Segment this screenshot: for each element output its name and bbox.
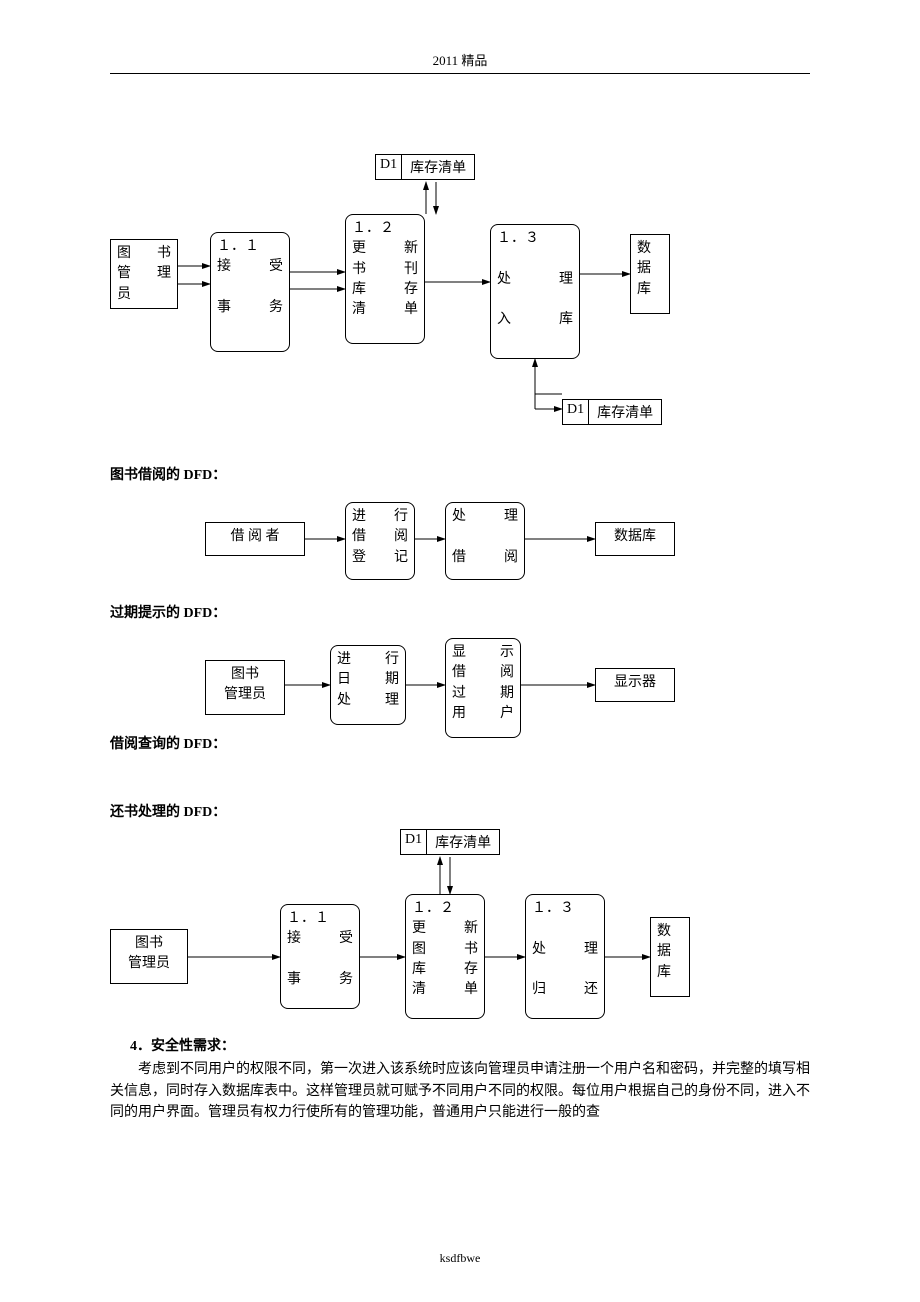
page: 2011 精品 D1 库存清单 图 书 管 理 员 １．１ 接 受 事 务 １．… <box>0 0 920 1302</box>
diagram-3: 图书 管理员 进行 日期 处 理 显示 借阅 过 期 用 户 显示器 <box>110 630 810 745</box>
d3-arrows <box>110 630 810 745</box>
diagram-4: D1 库存清单 图书 管理员 １．１ 接 受 事 务 １．２ 更新 图 书 库存… <box>110 829 810 1029</box>
d4-arrows <box>110 829 810 1029</box>
security-paragraph: 考虑到不同用户的权限不同，第一次进入该系统时应该向管理员申请注册一个用户名和密码… <box>110 1059 810 1124</box>
caption-return: 还书处理的 DFD： <box>110 801 810 821</box>
d1-arrows <box>110 154 810 454</box>
d2-arrows <box>110 492 810 592</box>
diagram-1: D1 库存清单 图 书 管 理 员 １．１ 接 受 事 务 １．２ 更新 书 刊… <box>110 154 810 454</box>
page-header: 2011 精品 <box>110 50 810 74</box>
caption-borrow: 图书借阅的 DFD： <box>110 464 810 484</box>
diagram-2: 借 阅 者 进行 借 阅 登 记 处 理 借 阅 数据库 <box>110 492 810 592</box>
security-title: 4．安全性需求： <box>130 1035 810 1055</box>
page-footer: ksdfbwe <box>0 1251 920 1266</box>
caption-overdue: 过期提示的 DFD： <box>110 602 810 622</box>
